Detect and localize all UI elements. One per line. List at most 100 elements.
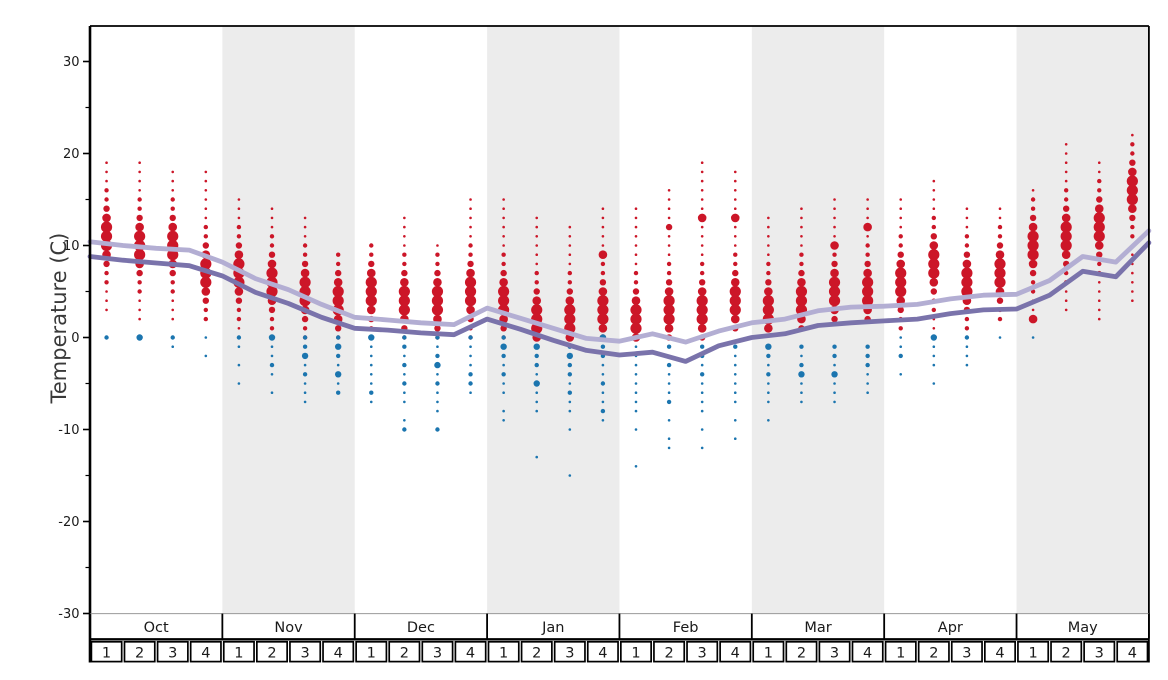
red-dot: [862, 285, 874, 298]
red-dot: [865, 243, 870, 248]
red-dot: [234, 287, 244, 296]
red-dot: [862, 295, 874, 307]
red-dot: [800, 235, 803, 238]
red-dot: [700, 189, 704, 192]
blue-dot: [567, 390, 573, 395]
red-dot: [433, 278, 442, 287]
red-dot: [300, 268, 310, 278]
red-dot: [762, 295, 774, 307]
red-dot: [932, 327, 936, 330]
blue-dot: [733, 382, 737, 385]
red-dot: [237, 198, 241, 201]
red-dot: [601, 225, 605, 229]
blue-dot: [832, 353, 837, 359]
red-dot: [469, 198, 472, 201]
red-dot: [532, 296, 542, 306]
blue-dot: [1031, 336, 1035, 339]
red-dot: [729, 295, 741, 307]
blue-dot: [302, 344, 308, 349]
blue-dot: [369, 382, 373, 385]
red-dot: [1029, 214, 1037, 222]
month-band: [1016, 26, 1149, 614]
red-dot: [566, 288, 574, 295]
red-dot: [1031, 189, 1035, 192]
red-dot: [932, 179, 936, 183]
red-dot: [434, 269, 441, 277]
blue-dot: [501, 372, 506, 377]
red-dot: [929, 278, 939, 287]
blue-dot: [932, 354, 936, 358]
red-dot: [931, 224, 937, 230]
red-dot: [502, 216, 505, 220]
y-tick-label: 20: [63, 147, 80, 162]
red-dot: [930, 233, 938, 240]
blue-dot: [469, 345, 472, 349]
blue-dot: [831, 371, 838, 378]
red-dot: [403, 235, 406, 238]
red-dot: [598, 250, 608, 259]
red-dot: [899, 207, 903, 210]
red-dot: [236, 234, 242, 239]
red-dot: [334, 269, 342, 277]
blue-dot: [965, 345, 969, 349]
red-dot: [105, 308, 108, 312]
red-dot: [698, 279, 706, 286]
blue-dot: [865, 353, 870, 359]
red-dot: [1126, 175, 1138, 187]
red-dot: [767, 235, 770, 238]
y-tick-label: -30: [58, 607, 79, 622]
red-dot: [599, 279, 607, 286]
blue-dot: [568, 428, 572, 431]
red-dot: [467, 260, 474, 268]
red-dot: [469, 225, 472, 229]
y-tick-label: -10: [58, 423, 79, 438]
red-dot: [567, 280, 573, 285]
red-dot: [928, 249, 940, 261]
red-dot: [502, 225, 505, 229]
red-dot: [766, 261, 771, 267]
blue-dot: [335, 390, 341, 395]
red-dot: [601, 207, 605, 210]
red-dot: [899, 198, 903, 201]
temperature-distribution-chart: 30 20 10 0 -10 -20 -30 Oct Nov Dec Jan Feb Mar Apr May…: [40, 16, 1168, 664]
red-dot: [634, 216, 638, 220]
red-dot: [733, 189, 737, 192]
blue-dot: [601, 419, 605, 422]
red-dot: [436, 244, 439, 247]
red-dot: [1097, 178, 1102, 184]
red-dot: [203, 224, 209, 230]
red-dot: [204, 216, 208, 220]
red-dot: [466, 305, 475, 315]
week-column-May-2: [1060, 143, 1072, 312]
blue-dot: [601, 363, 605, 367]
red-dot: [398, 285, 410, 298]
red-dot: [137, 206, 142, 211]
red-dot: [237, 216, 241, 220]
blue-dot: [800, 391, 803, 395]
red-dot: [200, 276, 212, 288]
red-dot: [667, 235, 671, 238]
blue-dot: [334, 343, 342, 350]
red-dot: [535, 225, 539, 229]
red-dot: [866, 216, 869, 220]
blue-dot: [502, 363, 505, 367]
red-dot: [1062, 205, 1070, 212]
blue-dot: [798, 371, 805, 378]
blue-dot: [600, 408, 606, 414]
red-dot: [666, 261, 672, 267]
red-dot: [1060, 221, 1072, 233]
blue-dot: [667, 382, 671, 385]
blue-dot: [634, 345, 638, 349]
red-dot: [464, 276, 477, 288]
blue-dot: [335, 335, 341, 340]
red-dot: [733, 252, 738, 257]
red-dot: [1131, 299, 1134, 303]
red-dot: [201, 287, 211, 296]
red-dot: [630, 304, 642, 316]
red-dot: [171, 189, 175, 192]
red-dot: [435, 261, 440, 267]
red-dot: [568, 235, 572, 238]
blue-dot: [833, 382, 836, 385]
red-dot: [1030, 280, 1036, 285]
blue-dot: [534, 353, 539, 359]
